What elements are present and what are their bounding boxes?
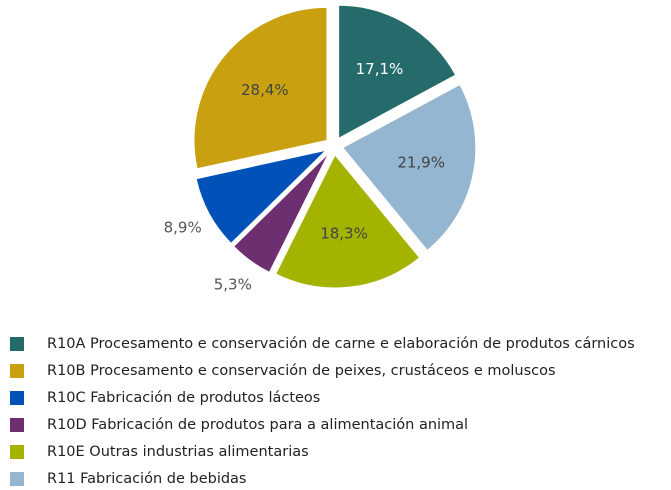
pie-slice bbox=[195, 149, 328, 245]
slice-label: 18,3% bbox=[320, 225, 368, 243]
legend-swatch bbox=[10, 472, 24, 486]
slice-label: 8,9% bbox=[164, 218, 202, 236]
legend-label: R10E Outras industrias alimentarias bbox=[47, 444, 309, 460]
slice-label: 5,3% bbox=[214, 276, 252, 294]
legend-label: R11 Fabricación de bebidas bbox=[47, 471, 247, 486]
legend-label: R10C Fabricación de produtos lácteos bbox=[47, 390, 320, 406]
legend-swatch bbox=[10, 364, 24, 378]
pie-slice bbox=[338, 4, 457, 140]
pie-slice bbox=[193, 6, 328, 170]
legend-label: R10B Procesamento e conservación de peix… bbox=[47, 363, 556, 379]
slice-label: 17,1% bbox=[356, 60, 404, 78]
pie-slice bbox=[342, 83, 477, 252]
pie-slice bbox=[275, 154, 421, 289]
legend-swatch bbox=[10, 445, 24, 459]
legend-label: R10A Procesamento e conservación de carn… bbox=[47, 336, 635, 352]
legend-swatch bbox=[10, 391, 24, 405]
slice-label: 28,4% bbox=[241, 81, 289, 99]
legend-label: R10D Fabricación de produtos para a alim… bbox=[47, 417, 468, 433]
legend-swatch bbox=[10, 418, 24, 432]
pie-slice bbox=[232, 152, 330, 273]
slice-label: 21,9% bbox=[397, 154, 445, 172]
legend-swatch bbox=[10, 337, 24, 351]
